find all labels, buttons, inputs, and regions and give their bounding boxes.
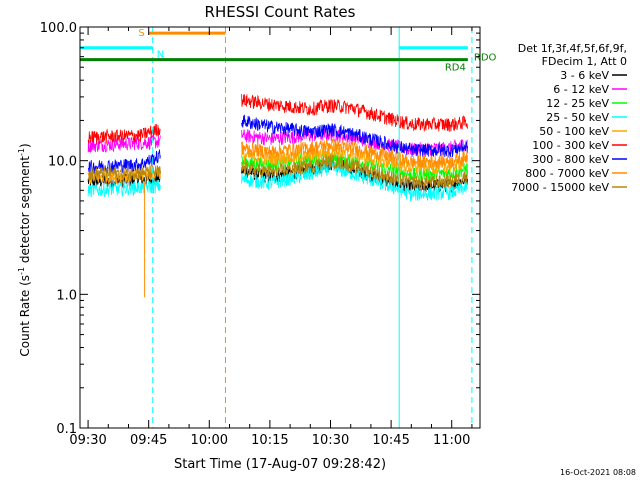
y-tick-label-2: 1.0 (56, 288, 77, 303)
legend-label-1: 6 - 12 keV (553, 83, 609, 96)
render-timestamp: 16-Oct-2021 08:08 (560, 468, 636, 477)
legend-label-0: 3 - 6 keV (560, 69, 609, 82)
legend-header-line-2: FDecim 1, Att 0 (542, 55, 627, 68)
x-tick-label-3: 10:15 (251, 433, 288, 448)
legend-label-4: 50 - 100 keV (539, 125, 609, 138)
legend-header-line-1: Det 1f,3f,4f,5f,6f,9f, (518, 42, 627, 55)
x-axis-label: Start Time (17-Aug-07 09:28:42) (174, 457, 386, 472)
series-line-8 (87, 154, 468, 190)
legend-label-7: 800 - 7000 keV (525, 167, 609, 180)
x-tick-label-6: 11:00 (433, 433, 470, 448)
flag-label-1: N (157, 50, 164, 61)
flag-label-4: RDO (474, 53, 497, 64)
series-line-5 (87, 94, 468, 145)
series-line-3 (87, 160, 468, 202)
series-layer (87, 94, 468, 298)
plot-frame (79, 26, 481, 429)
series-line-6 (87, 114, 468, 175)
y-axis-label: Count Rate (s-1 detector segment-1) (17, 143, 32, 356)
x-tick-label-5: 10:45 (372, 433, 409, 448)
x-tick-label-1: 09:45 (130, 433, 167, 448)
axis-layer: 100.0 10.0 1.0 0.109:30 09:45 10:00 10:15 10:30… (40, 21, 481, 448)
y-tick-label-3: 0.1 (56, 422, 77, 437)
legend-label-8: 7000 - 15000 keV (511, 181, 609, 194)
legend-label-6: 300 - 800 keV (532, 153, 609, 166)
legend-label-3: 25 - 50 keV (546, 111, 609, 124)
x-tick-label-2: 10:00 (191, 433, 228, 448)
legend-label-5: 100 - 300 keV (532, 139, 609, 152)
y-tick-label-0: 100.0 (40, 21, 77, 36)
flag-label-0: S (138, 28, 144, 39)
chart-title: RHESSI Count Rates (205, 3, 356, 21)
legend-label-2: 12 - 25 keV (546, 97, 609, 110)
series-line-7 (241, 138, 468, 169)
x-tick-label-0: 09:30 (69, 433, 106, 448)
x-tick-label-4: 10:30 (312, 433, 349, 448)
y-tick-label-1: 10.0 (48, 155, 77, 170)
legend: Det 1f,3f,4f,5f,6f,9f, FDecim 1, Att 0 3… (511, 42, 627, 194)
flag-label-3: RD4 (445, 63, 466, 74)
